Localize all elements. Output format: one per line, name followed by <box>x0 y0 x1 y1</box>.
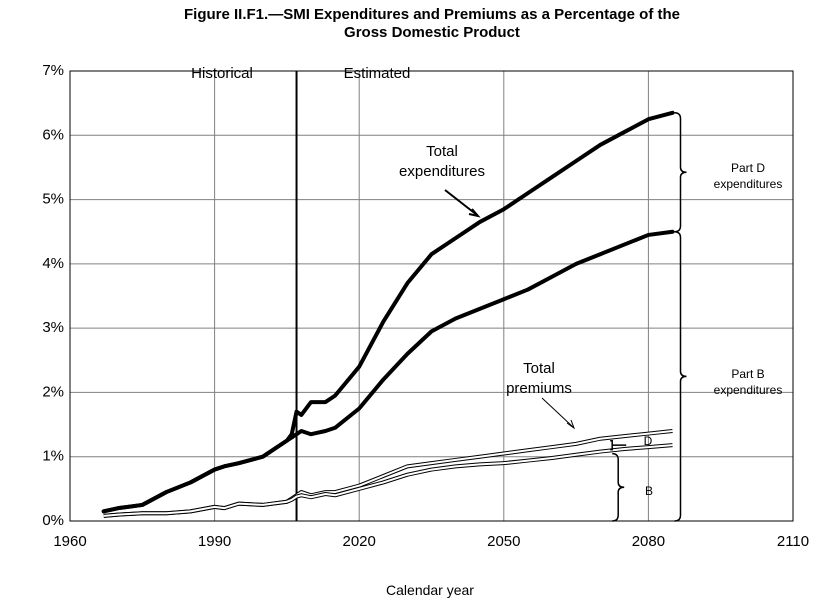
annotation: D <box>643 434 653 448</box>
annotation: Estimated <box>343 65 411 82</box>
y-tick-label: 6% <box>42 126 64 143</box>
series-label: Part B expenditures <box>713 367 783 397</box>
x-axis-label: Calendar year <box>386 582 474 598</box>
decoration <box>468 208 481 218</box>
series-line-inner <box>103 444 673 517</box>
decoration <box>541 397 574 428</box>
x-tick-label: 2020 <box>343 533 376 550</box>
decoration <box>674 230 687 522</box>
annotation: Part D expenditures <box>713 161 783 191</box>
series-label: B <box>644 484 653 498</box>
decoration <box>674 112 687 233</box>
series-label: Total expenditures <box>399 143 485 180</box>
decoration <box>444 189 478 216</box>
annotation: Historical <box>191 65 253 82</box>
series-line-inner <box>103 430 673 517</box>
y-tick-label: 7% <box>42 62 64 79</box>
decoration <box>566 419 576 430</box>
decoration <box>612 452 625 522</box>
x-tick-label: 2050 <box>487 533 520 550</box>
decoration <box>610 439 613 451</box>
y-tick-label: 2% <box>42 383 64 400</box>
chart-title: Figure II.F1.—SMI Expenditures and Premi… <box>184 6 680 41</box>
y-tick-label: 5% <box>42 191 64 208</box>
y-tick-label: 4% <box>42 255 64 272</box>
x-tick-label: 2080 <box>632 533 665 550</box>
x-tick-label: 1960 <box>53 533 86 550</box>
x-tick-label: 2110 <box>777 533 809 550</box>
x-tick-label: 1990 <box>198 533 231 550</box>
plot-border <box>69 70 794 522</box>
y-tick-label: 3% <box>42 319 64 336</box>
series-line <box>101 229 675 514</box>
series-label: Total premiums <box>506 360 572 397</box>
y-tick-label: 0% <box>42 512 64 529</box>
y-tick-label: 1% <box>42 448 64 465</box>
